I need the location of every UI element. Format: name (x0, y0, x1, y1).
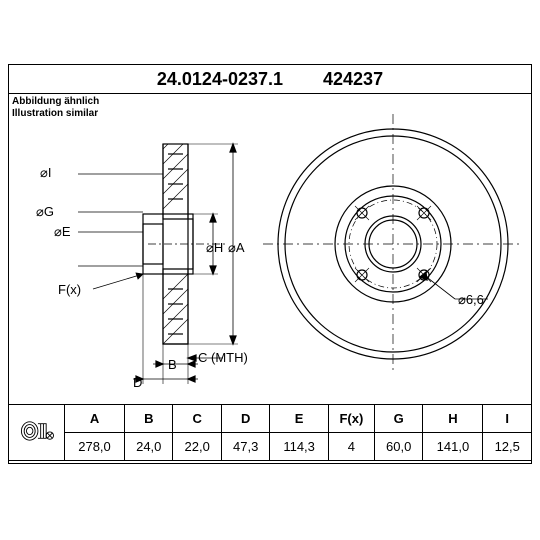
val-H: 141,0 (423, 433, 483, 461)
val-I: 12,5 (483, 433, 532, 461)
dimension-table: A B C D E F(x) G H I 278,0 24,0 22,0 47,… (8, 404, 532, 461)
val-A: 278,0 (65, 433, 125, 461)
col-F: F(x) (328, 405, 374, 433)
side-section (78, 144, 238, 384)
label-diam-I: ⌀I (40, 165, 51, 180)
label-D: D (133, 375, 142, 390)
label-diam-G: ⌀G (36, 204, 54, 219)
label-diam-H: ⌀H (206, 240, 223, 255)
val-G: 60,0 (374, 433, 422, 461)
label-hole-diam: ⌀6,6 (458, 292, 484, 307)
val-E: 114,3 (270, 433, 328, 461)
label-F: F(x) (58, 282, 81, 297)
technical-drawing: ⌀I ⌀G ⌀E ⌀H ⌀A F(x) B D C (MTH) (8, 94, 532, 404)
val-F: 4 (328, 433, 374, 461)
brake-disc-icon (17, 420, 57, 442)
col-C: C (173, 405, 221, 433)
disc-icon-cell (9, 405, 65, 461)
front-view (263, 114, 523, 374)
col-D: D (221, 405, 269, 433)
val-D: 47,3 (221, 433, 269, 461)
col-A: A (65, 405, 125, 433)
col-B: B (125, 405, 173, 433)
table-value-row: 278,0 24,0 22,0 47,3 114,3 4 60,0 141,0 … (9, 433, 532, 461)
label-B: B (168, 357, 177, 372)
label-diam-E: ⌀E (54, 224, 71, 239)
label-C: C (MTH) (198, 350, 248, 365)
col-H: H (423, 405, 483, 433)
col-I: I (483, 405, 532, 433)
col-E: E (270, 405, 328, 433)
val-B: 24,0 (125, 433, 173, 461)
label-diam-A: ⌀A (228, 240, 245, 255)
val-C: 22,0 (173, 433, 221, 461)
table-header-row: A B C D E F(x) G H I (9, 405, 532, 433)
col-G: G (374, 405, 422, 433)
